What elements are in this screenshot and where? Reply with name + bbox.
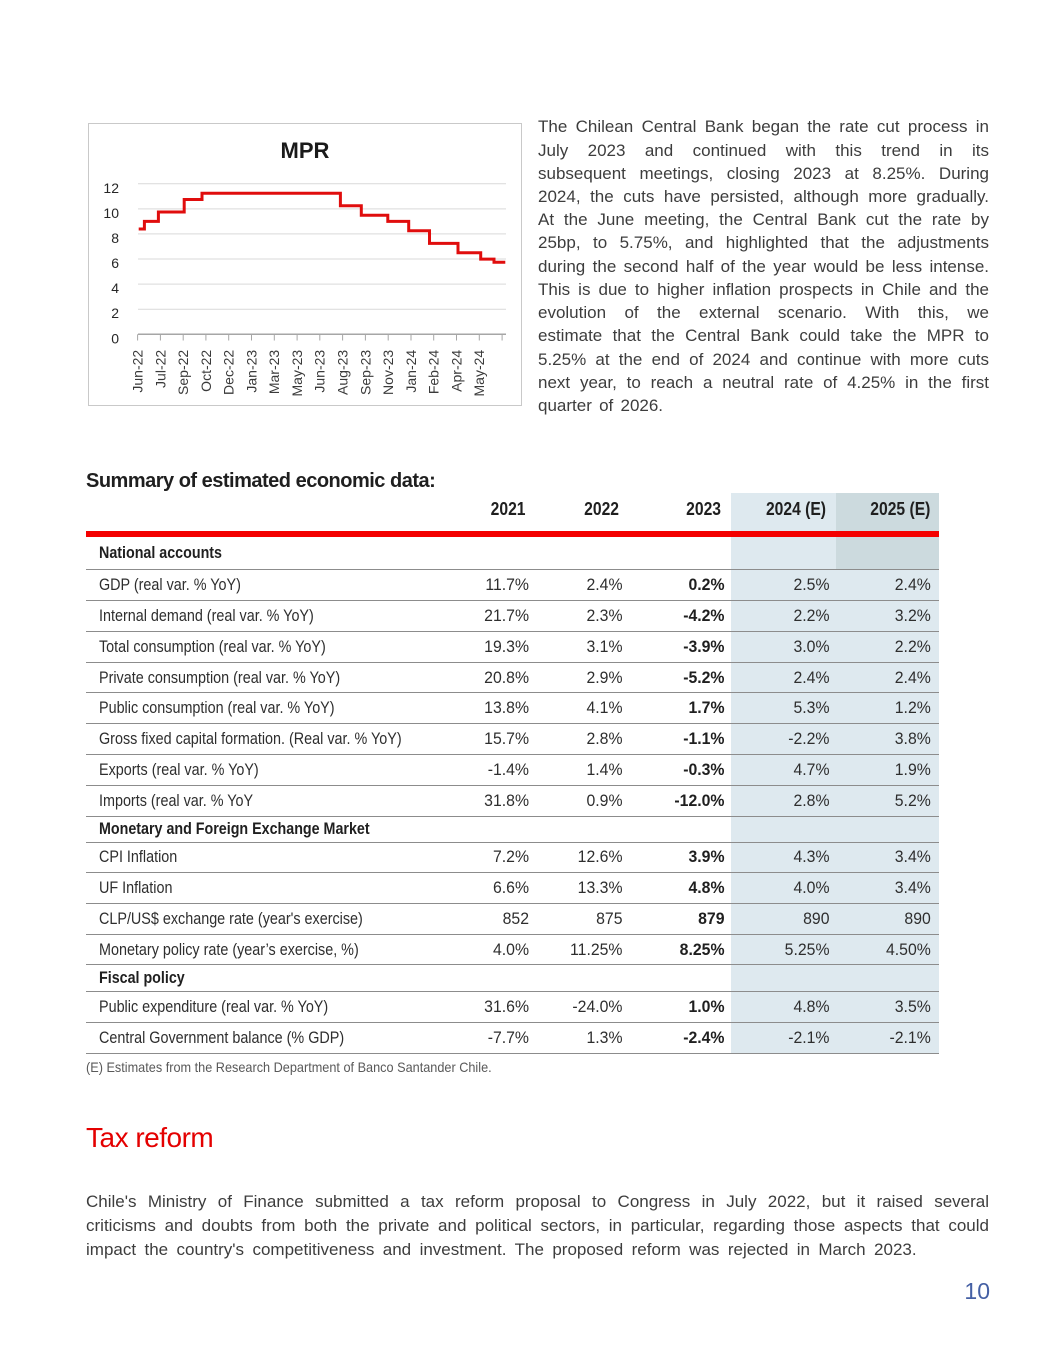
svg-text:12: 12	[103, 180, 119, 196]
svg-text:Jan-24: Jan-24	[403, 350, 419, 393]
svg-text:Aug-23: Aug-23	[335, 350, 351, 395]
svg-text:May-23: May-23	[289, 350, 305, 397]
svg-text:6: 6	[111, 255, 119, 271]
svg-text:0: 0	[111, 330, 119, 346]
svg-text:Dec-22: Dec-22	[221, 350, 237, 395]
svg-text:4: 4	[111, 280, 119, 296]
svg-text:Jul-22: Jul-22	[152, 350, 168, 388]
svg-text:Jun-23: Jun-23	[312, 350, 328, 393]
svg-text:Feb-24: Feb-24	[426, 350, 442, 395]
svg-text:Oct-22: Oct-22	[198, 350, 214, 392]
svg-text:Sep-23: Sep-23	[357, 350, 373, 395]
svg-text:MPR: MPR	[281, 138, 330, 163]
svg-text:Mar-23: Mar-23	[266, 350, 282, 395]
svg-text:Jan-23: Jan-23	[243, 350, 259, 393]
svg-text:Nov-23: Nov-23	[380, 350, 396, 395]
svg-text:May-24: May-24	[471, 350, 487, 397]
svg-text:Jun-22: Jun-22	[130, 350, 146, 393]
svg-text:Sep-22: Sep-22	[175, 350, 191, 395]
svg-text:2: 2	[111, 305, 119, 321]
svg-text:10: 10	[103, 205, 119, 221]
svg-text:Apr-24: Apr-24	[448, 350, 464, 392]
svg-text:8: 8	[111, 230, 119, 246]
